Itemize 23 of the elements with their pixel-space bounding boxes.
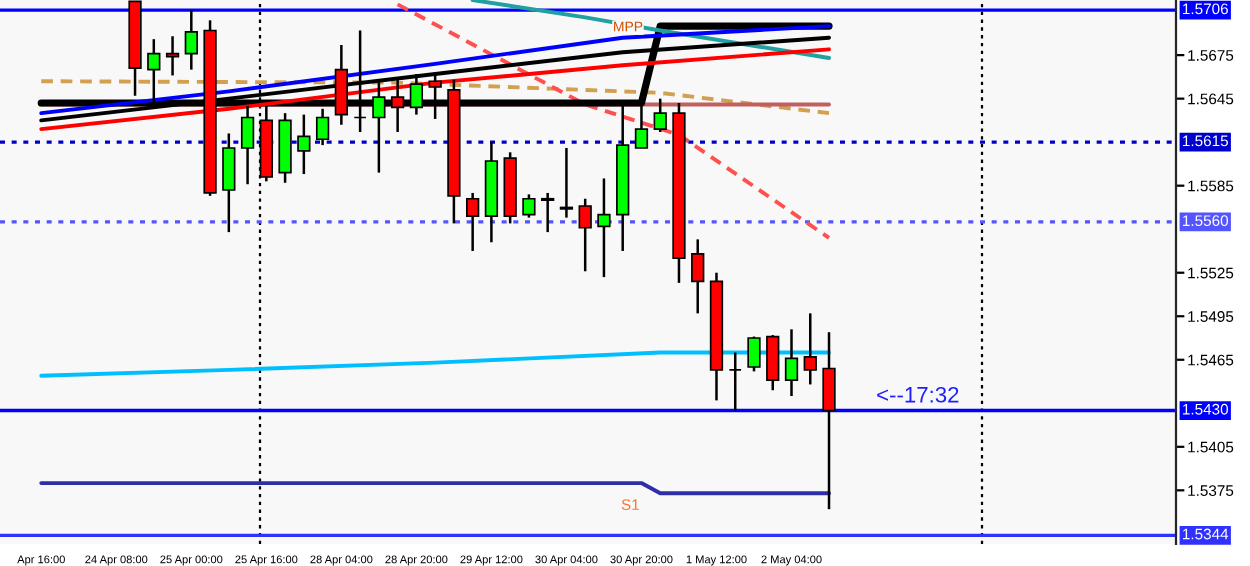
candlestick bbox=[597, 177, 611, 279]
candlestick bbox=[222, 132, 236, 234]
line-series bbox=[395, 2, 831, 240]
candlestick bbox=[822, 330, 836, 511]
candlestick bbox=[559, 146, 574, 219]
candlestick bbox=[653, 97, 667, 134]
line-series bbox=[39, 79, 831, 116]
candlestick bbox=[803, 312, 817, 386]
candlestick bbox=[691, 238, 705, 315]
candlestick bbox=[466, 191, 480, 253]
line-series bbox=[39, 350, 831, 378]
candlestick bbox=[728, 351, 742, 412]
candlestick bbox=[747, 335, 761, 373]
annotation: <--17:32 bbox=[877, 386, 959, 403]
candlestick bbox=[165, 35, 180, 77]
line-series bbox=[470, 0, 831, 60]
candlestick bbox=[784, 328, 799, 398]
candlestick bbox=[541, 191, 555, 234]
candlestick bbox=[766, 333, 780, 392]
candlestick bbox=[578, 197, 592, 273]
candlestick bbox=[184, 8, 198, 71]
candlestick bbox=[522, 193, 536, 219]
candlestick bbox=[297, 113, 311, 176]
